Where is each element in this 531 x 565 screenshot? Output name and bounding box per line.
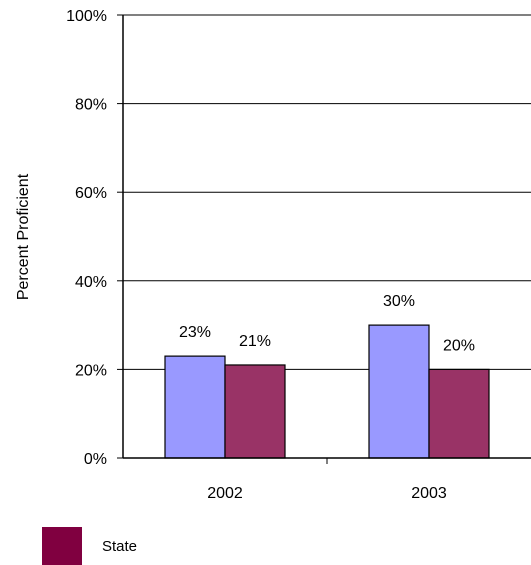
legend: State: [42, 527, 137, 565]
bars: [164, 324, 490, 459]
y-tick-label: 0%: [84, 451, 107, 468]
x-ticks: 2002 2003: [207, 458, 447, 502]
x-tick-label: 2003: [411, 485, 447, 502]
gridlines: [123, 14, 531, 370]
bar: [428, 368, 490, 459]
bar-data-label: 21%: [239, 333, 271, 350]
y-ticks: 0% 20% 40% 60% 80% 100%: [66, 8, 123, 468]
bar: [164, 355, 226, 459]
x-tick-label: 2002: [207, 485, 243, 502]
y-tick-label: 80%: [75, 97, 107, 114]
data-labels: 23% 21% 30% 20%: [179, 293, 475, 354]
y-tick-label: 20%: [75, 362, 107, 379]
legend-label-state: State: [102, 538, 137, 555]
y-axis-title: Percent Proficient: [15, 173, 32, 300]
bar-data-label: 20%: [443, 337, 475, 354]
bar: [368, 324, 430, 459]
bar: [224, 364, 286, 459]
y-tick-label: 40%: [75, 274, 107, 291]
y-tick-label: 60%: [75, 185, 107, 202]
bar-data-label: 23%: [179, 324, 211, 341]
legend-swatch-state: [42, 527, 82, 565]
y-tick-label: 100%: [66, 8, 107, 25]
bar-data-label: 30%: [383, 293, 415, 310]
